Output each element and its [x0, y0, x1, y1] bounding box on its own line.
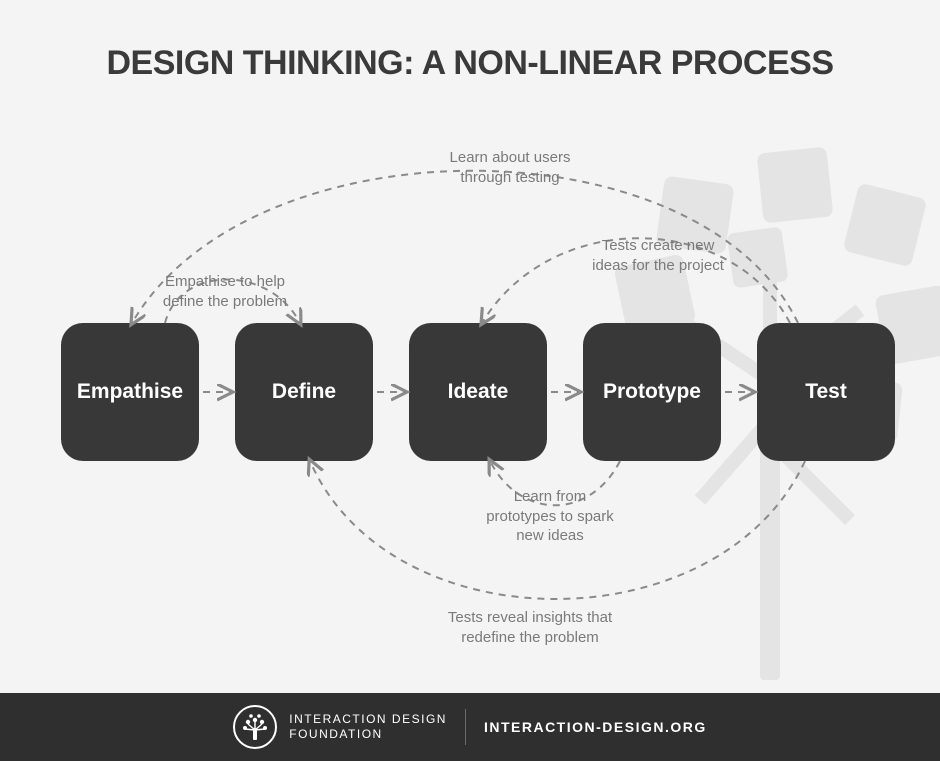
- node-empathise: Empathise: [61, 323, 199, 461]
- node-label-test: Test: [805, 380, 847, 404]
- footer-logo: INTERACTION DESIGN FOUNDATION: [233, 705, 447, 749]
- footer-brand-line2: FOUNDATION: [289, 727, 447, 742]
- footer-brand-text: INTERACTION DESIGN FOUNDATION: [289, 712, 447, 742]
- node-label-ideate: Ideate: [448, 380, 509, 404]
- node-label-define: Define: [272, 380, 336, 404]
- annotation-a1: Learn about usersthrough testing: [400, 148, 620, 187]
- footer-brand-line1: INTERACTION DESIGN: [289, 712, 447, 727]
- footer-divider: [465, 709, 466, 745]
- node-label-prototype: Prototype: [603, 380, 701, 404]
- footer-bar: INTERACTION DESIGN FOUNDATION INTERACTIO…: [0, 693, 940, 761]
- node-ideate: Ideate: [409, 323, 547, 461]
- annotation-a4: Learn fromprototypes to sparknew ideas: [440, 487, 660, 546]
- node-label-empathise: Empathise: [77, 380, 183, 404]
- node-prototype: Prototype: [583, 323, 721, 461]
- idf-logo-icon: [233, 705, 277, 749]
- node-test: Test: [757, 323, 895, 461]
- node-define: Define: [235, 323, 373, 461]
- page-title: DESIGN THINKING: A NON-LINEAR PROCESS: [0, 44, 940, 83]
- footer-url: INTERACTION-DESIGN.ORG: [484, 719, 707, 735]
- annotation-a2: Empathise to helpdefine the problem: [125, 272, 325, 311]
- annotation-a5: Tests reveal insights thatredefine the p…: [390, 608, 670, 647]
- annotation-a3: Tests create newideas for the project: [548, 236, 768, 275]
